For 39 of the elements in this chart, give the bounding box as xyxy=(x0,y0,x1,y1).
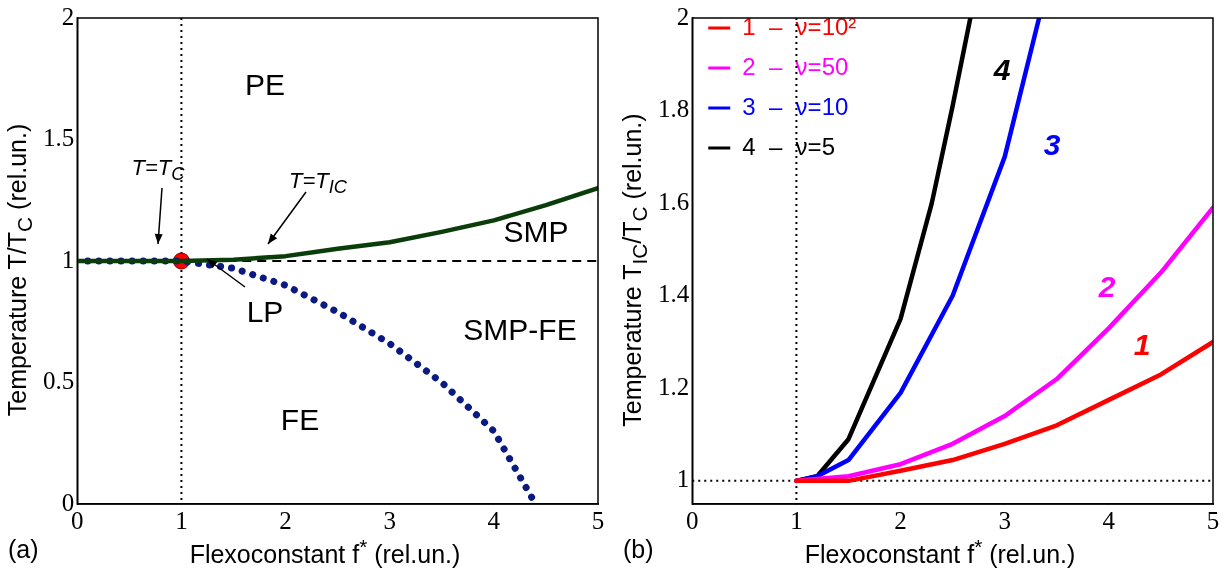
annotation: 3 xyxy=(1043,128,1061,162)
x-tick-label: 5 xyxy=(1206,506,1220,534)
x-tick-label: 5 xyxy=(591,506,605,534)
annotation: SMP-FE xyxy=(463,313,577,347)
y-tick-label: 2 xyxy=(676,2,690,30)
legend-label: 3 – ν=10 xyxy=(742,92,849,120)
y-tick-label: 1 xyxy=(61,245,75,273)
annotation: 2 xyxy=(1098,270,1116,304)
y-tick-label: 1.2 xyxy=(658,372,690,400)
y-tick-label: 1.4 xyxy=(658,280,690,308)
annotation: PE xyxy=(244,68,286,102)
y-tick-label: 1 xyxy=(676,465,690,493)
y-tick-label: 0.5 xyxy=(43,367,75,395)
x-tick-label: 4 xyxy=(1102,506,1116,534)
text: (a) xyxy=(8,535,39,564)
y-tick-label: 1.6 xyxy=(658,187,690,215)
x-tick-label: 2 xyxy=(279,506,292,534)
x-tick-label: 1 xyxy=(175,506,188,534)
y-tick-label: 1.8 xyxy=(658,95,690,123)
legend-label: 2 – ν=50 xyxy=(742,52,849,80)
y-tick-label: 2 xyxy=(61,2,75,30)
x-axis-title: Flexoconstant f$^{*}$ (rel.un.) xyxy=(188,535,462,570)
x-axis-title: Flexoconstant f$^{*}$ (rel.un.) xyxy=(803,535,1077,570)
annotation: LP xyxy=(246,295,284,329)
legend-label: 1 – ν=10² xyxy=(742,12,857,40)
annotation: FE xyxy=(280,403,320,437)
annotation: T=T$_{C}$ xyxy=(131,154,185,186)
text: (b) xyxy=(623,535,654,564)
x-tick-label: 4 xyxy=(487,506,501,534)
annotation: 4 xyxy=(993,53,1011,87)
y-tick-label: 1.5 xyxy=(43,124,75,152)
annotation: T=T$_{IC}$ xyxy=(288,167,348,199)
x-tick-label: 3 xyxy=(998,506,1011,534)
x-tick-label: 2 xyxy=(894,506,907,534)
annotation: 1 xyxy=(1133,328,1151,362)
x-tick-label: 3 xyxy=(383,506,396,534)
annotation: SMP xyxy=(503,215,569,249)
x-tick-label: 1 xyxy=(790,506,803,534)
legend-label: 4 – ν=5 xyxy=(742,132,835,160)
